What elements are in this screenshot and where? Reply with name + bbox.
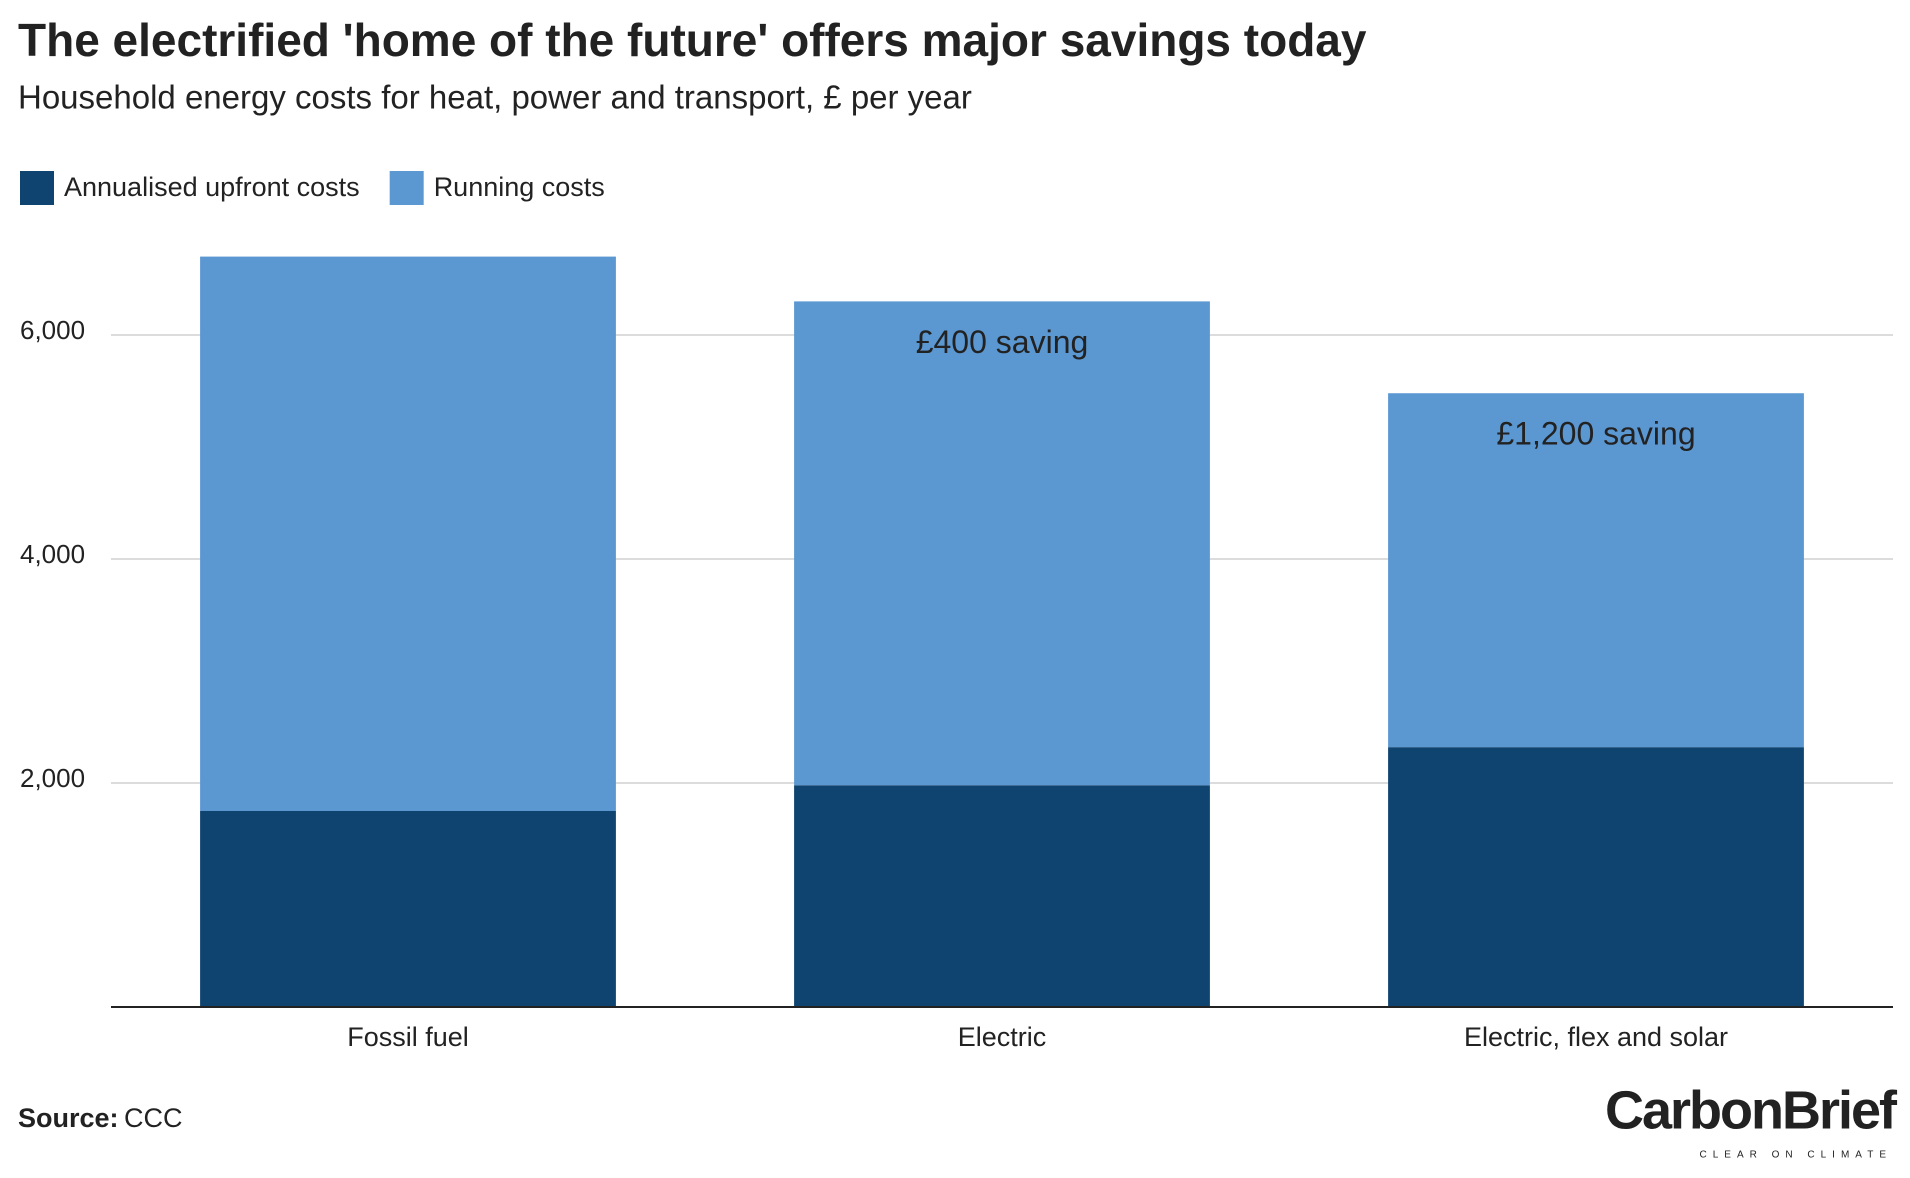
x-tick-label: Fossil fuel <box>347 1022 469 1052</box>
bar-segment <box>200 256 616 812</box>
legend-label: Running costs <box>434 172 605 202</box>
y-tick-label: 4,000 <box>20 539 85 569</box>
source: CCC <box>124 1103 183 1133</box>
chart-title: The electrified 'home of the future' off… <box>18 14 1367 66</box>
chart-subtitle: Household energy costs for heat, power a… <box>18 79 972 116</box>
annotation: £400 saving <box>916 324 1089 360</box>
bar-segment <box>1388 747 1804 1007</box>
x-tick-label: Electric <box>958 1022 1047 1052</box>
source-label: Source: <box>18 1103 119 1133</box>
bar-segment <box>1388 393 1804 748</box>
legend-swatch <box>20 171 54 205</box>
logo: CarbonBrief <box>1605 1080 1898 1140</box>
annotation: £1,200 saving <box>1496 416 1695 452</box>
bar-segment <box>200 811 616 1007</box>
logo-tagline: CLEAR ON CLIMATE <box>1700 1150 1893 1161</box>
legend-label: Annualised upfront costs <box>64 172 360 202</box>
y-tick-label: 2,000 <box>20 763 85 793</box>
legend-swatch <box>389 171 424 205</box>
bar-segment <box>794 785 1210 1007</box>
y-tick-label: 6,000 <box>20 315 85 345</box>
x-tick-label: Electric, flex and solar <box>1464 1022 1728 1052</box>
bar-segment <box>794 301 1210 786</box>
